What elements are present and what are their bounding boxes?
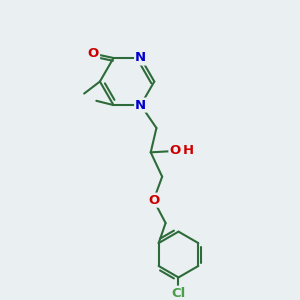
Text: O: O	[169, 144, 181, 158]
Text: H: H	[183, 144, 194, 158]
Text: O: O	[148, 194, 159, 207]
Text: Cl: Cl	[171, 287, 186, 300]
Text: N: N	[135, 99, 146, 112]
Text: N: N	[135, 52, 146, 64]
Text: O: O	[88, 47, 99, 60]
